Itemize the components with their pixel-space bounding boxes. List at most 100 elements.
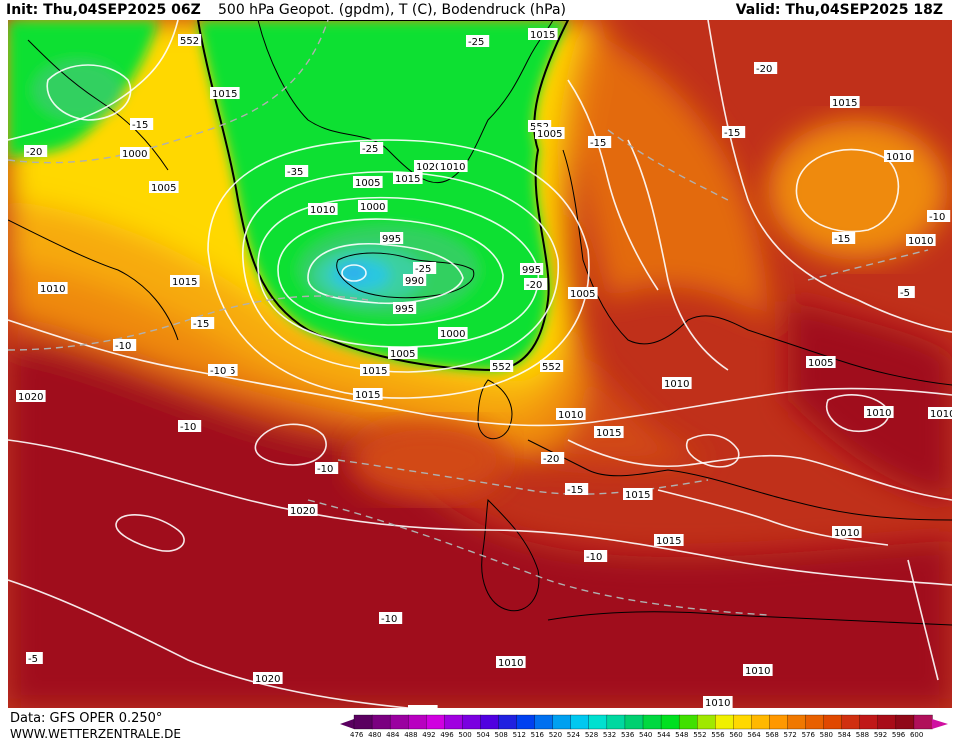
legend-swatch xyxy=(895,714,915,730)
legend-tick-label: 592 xyxy=(874,731,887,739)
isobar-label-bg xyxy=(130,118,154,130)
isobar-label-bg xyxy=(178,34,202,46)
isobar-label: -25 xyxy=(362,144,378,155)
isobar-label-bg xyxy=(662,377,692,389)
legend-swatch xyxy=(733,714,753,730)
isobar-label-bg xyxy=(830,96,860,108)
legend-arrow-left xyxy=(340,719,354,729)
coast-iberia xyxy=(481,498,540,612)
coast-greenland xyxy=(257,20,554,184)
isobar-label-bg xyxy=(438,327,468,339)
legend-tick-label: 540 xyxy=(639,731,652,739)
isobar-label-bg xyxy=(594,426,624,438)
isobar-label-bg xyxy=(703,696,733,708)
coast-europe-south xyxy=(527,439,952,521)
data-source-label: Data: GFS OPER 0.250° xyxy=(10,711,163,726)
legend-swatch xyxy=(841,714,861,730)
isobar-label: 1010 xyxy=(498,658,523,669)
weather-map-canvas: 10155521015-2510001005-15-20-35-25102010… xyxy=(8,20,952,708)
isobar-label: 1015 xyxy=(212,89,237,100)
legend-tick-label: 524 xyxy=(567,731,581,739)
isobar-label-bg xyxy=(393,302,417,314)
legend-swatch xyxy=(389,714,409,730)
legend-swatch xyxy=(913,714,933,730)
isobar-line-20 xyxy=(686,434,740,468)
coast-north-africa xyxy=(547,611,952,626)
legend-swatch xyxy=(787,714,807,730)
isobar-line-12 xyxy=(627,139,729,371)
isobar-label: 1015 xyxy=(656,536,681,547)
isotherm-line-1 xyxy=(8,295,369,351)
isobar-label: -10 xyxy=(317,464,333,475)
isobar-label-bg xyxy=(414,160,444,172)
isobar-label-bg xyxy=(253,672,283,684)
isobar-label-bg xyxy=(16,390,46,402)
legend-tick-label: 588 xyxy=(856,731,869,739)
isobar-label-bg xyxy=(754,62,778,74)
init-time-label: Init: Thu,04SEP2025 06Z xyxy=(6,2,201,18)
isobar-labels: 10155521015-2510001005-15-20-35-25102010… xyxy=(16,28,952,708)
isobar-label: 1020 xyxy=(18,392,43,403)
isobar-label-bg xyxy=(466,35,490,47)
legend-swatch xyxy=(859,714,879,730)
legend-swatch xyxy=(534,714,554,730)
legend-tick-label: 544 xyxy=(657,731,671,739)
isobar-label: 1005 xyxy=(151,183,176,194)
isobar-label-bg xyxy=(722,126,746,138)
isotherm-line-3 xyxy=(307,499,769,616)
isobar-line-21 xyxy=(826,394,890,432)
isobar-label: -5 xyxy=(28,654,38,665)
coast-british-isles xyxy=(477,379,513,440)
website-label: WWW.WETTERZENTRALE.DE xyxy=(10,727,181,741)
isobar-label: -20 xyxy=(756,64,772,75)
legend-swatch xyxy=(660,714,680,730)
isobar-label: 1000 xyxy=(360,202,385,213)
legend-tick-label: 596 xyxy=(892,731,906,739)
isobar-label-bg xyxy=(408,705,438,708)
isobar-line-15 xyxy=(8,20,179,141)
legend-tick-label: 584 xyxy=(838,731,852,739)
isobar-line-7 xyxy=(8,439,952,586)
isobar-label: 1020 xyxy=(290,506,315,517)
isobar-label-bg xyxy=(928,407,952,419)
isobar-label: -15 xyxy=(834,234,850,245)
band-orange-east xyxy=(568,20,768,320)
isobar-label: 1010 xyxy=(908,236,933,247)
isobar-line-4 xyxy=(242,171,559,373)
isobar-label-bg xyxy=(864,406,894,418)
isobar-label-bg xyxy=(496,656,526,668)
isobar-label-bg xyxy=(24,145,48,157)
isobar-label-bg xyxy=(393,172,423,184)
legend-swatch xyxy=(697,714,716,730)
isobar-label-bg xyxy=(524,278,548,290)
legend-tick-label: 528 xyxy=(585,731,598,739)
legend-swatch xyxy=(480,714,500,730)
isobar-label: -20 xyxy=(526,280,542,291)
isobar-label: 1000 xyxy=(440,329,465,340)
legend-swatch xyxy=(624,714,644,730)
isobar-label-bg xyxy=(149,181,179,193)
isobar-line-19 xyxy=(657,489,889,546)
legend-tick-label: 476 xyxy=(350,731,364,739)
legend-tick-label: 552 xyxy=(693,731,706,739)
isobar-line-9 xyxy=(115,514,185,552)
isobar-label-bg xyxy=(623,488,653,500)
isobar-label: -15 xyxy=(724,128,740,139)
isotherm-line-0 xyxy=(8,20,329,164)
isobar-label: -10 xyxy=(115,341,131,352)
legend-tick-label: 500 xyxy=(458,731,471,739)
isobar-label: 1010 xyxy=(664,379,689,390)
legend-tick-label: 600 xyxy=(910,731,923,739)
isobar-label-bg xyxy=(438,160,468,172)
isobar-label: 1010 xyxy=(310,205,335,216)
isobar-label-bg xyxy=(308,203,338,215)
legend-tick-label: 556 xyxy=(711,731,725,739)
legend-tick-label: 520 xyxy=(549,731,562,739)
isobar-label: -10 xyxy=(210,366,226,377)
isobar-label: 1005 xyxy=(390,349,415,360)
isobar-label: -5 xyxy=(900,288,910,299)
isobar-label-bg xyxy=(285,165,309,177)
legend-swatch xyxy=(877,714,897,730)
isobar-label-bg xyxy=(388,347,418,359)
coast-baffin xyxy=(27,39,169,171)
